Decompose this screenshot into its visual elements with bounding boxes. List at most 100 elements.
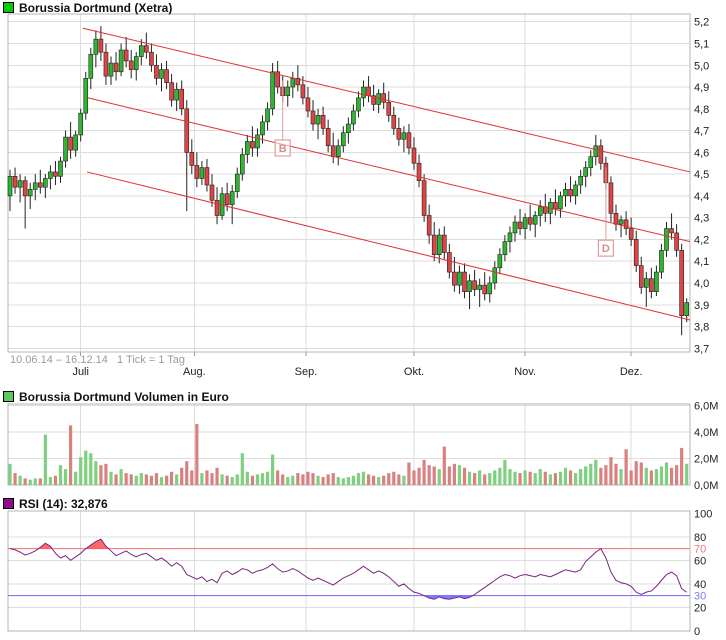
event-marker-box bbox=[597, 239, 615, 257]
event-marker-b[interactable]: B bbox=[274, 80, 291, 157]
volume-bar-up bbox=[351, 475, 355, 485]
candle-down bbox=[224, 193, 230, 205]
volume-bar-down bbox=[215, 467, 219, 485]
volume-bar-up bbox=[84, 450, 88, 485]
volume-bar-down bbox=[205, 470, 209, 485]
month-label: Sep. bbox=[295, 366, 318, 378]
candle-down bbox=[366, 86, 371, 97]
event-marker-label: B bbox=[279, 143, 287, 155]
candle-down bbox=[447, 252, 452, 273]
candle-up bbox=[139, 45, 144, 57]
volume-bar-down bbox=[321, 477, 325, 485]
volume-bar-down bbox=[614, 463, 618, 485]
candle-down bbox=[416, 162, 422, 181]
candle-up bbox=[265, 108, 270, 123]
volume-bar-down bbox=[442, 446, 446, 485]
volume-bar-down bbox=[225, 475, 229, 485]
candle-up bbox=[340, 132, 346, 147]
candle-up bbox=[159, 69, 164, 79]
candle-down bbox=[320, 115, 326, 129]
candle-up bbox=[229, 191, 235, 205]
volume-bar-up bbox=[291, 475, 295, 485]
volume-bar-down bbox=[23, 478, 27, 485]
volume-bar-down bbox=[604, 465, 608, 485]
candle-up bbox=[43, 178, 48, 188]
volume-bar-up bbox=[245, 471, 249, 485]
volume-bar-up bbox=[265, 471, 270, 485]
volume-bar-up bbox=[109, 471, 113, 485]
volume-bar-down bbox=[528, 471, 532, 485]
candle-up bbox=[315, 115, 321, 125]
candle-up bbox=[361, 86, 366, 99]
volume-tick-label: 6,0M bbox=[694, 401, 718, 413]
candle-down bbox=[128, 60, 134, 70]
candle-down bbox=[371, 95, 376, 105]
candle-down bbox=[608, 182, 614, 214]
candle-down bbox=[633, 239, 639, 266]
candle-up bbox=[537, 206, 543, 216]
candle-down bbox=[144, 45, 149, 53]
volume-bar-up bbox=[8, 463, 12, 485]
volume-bar-down bbox=[195, 424, 199, 485]
rsi-legend-swatch-icon bbox=[3, 498, 14, 509]
candle-up bbox=[78, 112, 83, 136]
candle-up bbox=[356, 97, 361, 112]
volume-bar-up bbox=[159, 477, 164, 485]
event-marker-d[interactable]: D bbox=[597, 167, 615, 257]
price-tick-label: 4,4 bbox=[694, 191, 709, 203]
volume-bar-down bbox=[104, 463, 108, 485]
volume-bar-up bbox=[119, 469, 123, 485]
candle-down bbox=[406, 132, 412, 149]
event-marker-box bbox=[274, 139, 291, 157]
volume-bar-down bbox=[634, 461, 638, 485]
candle-up bbox=[684, 302, 690, 316]
candle-down bbox=[598, 145, 604, 164]
volume-bar-down bbox=[326, 474, 330, 485]
volume-bar-up bbox=[286, 477, 290, 485]
candle-down bbox=[482, 284, 488, 295]
candle-down bbox=[553, 202, 558, 210]
volume-bar-down bbox=[387, 473, 391, 485]
volume-bar-down bbox=[447, 466, 451, 485]
volume-tick-label: 2,0M bbox=[694, 454, 718, 466]
volume-bar-down bbox=[144, 474, 148, 485]
volume-bar-down bbox=[185, 461, 189, 485]
candle-down bbox=[638, 265, 644, 288]
candle-up bbox=[522, 217, 528, 229]
volume-bar-up bbox=[659, 466, 664, 485]
month-label: Okt. bbox=[404, 366, 424, 378]
candle-down bbox=[431, 234, 437, 255]
candle-up bbox=[401, 132, 407, 140]
volume-bar-up bbox=[74, 471, 78, 485]
volume-bar-up bbox=[316, 475, 320, 485]
volume-bar-down bbox=[649, 470, 653, 485]
volume-bar-down bbox=[452, 463, 456, 485]
volume-bar-down bbox=[210, 473, 214, 485]
volume-bar-up bbox=[523, 470, 527, 485]
volume-bar-up bbox=[341, 478, 345, 485]
price-tick-label: 5,1 bbox=[694, 38, 709, 50]
candle-up bbox=[199, 167, 205, 179]
candle-down bbox=[426, 215, 432, 236]
rsi-tick-label: 40 bbox=[694, 579, 706, 591]
candle-up bbox=[32, 182, 38, 190]
price-tick-label: 4,2 bbox=[694, 234, 709, 246]
volume-bar-up bbox=[644, 467, 648, 485]
candle-down bbox=[381, 93, 387, 103]
price-tick-label: 4,8 bbox=[694, 104, 709, 116]
volume-bar-down bbox=[124, 473, 128, 485]
price-tick-label: 3,8 bbox=[694, 322, 709, 334]
volume-panel[interactable]: 6,0M 4,0M 2,0M 0,0M bbox=[7, 401, 718, 493]
candle-up bbox=[7, 175, 13, 197]
candle-down bbox=[209, 184, 215, 201]
price-tick-label: 4,1 bbox=[694, 256, 709, 268]
volume-bar-up bbox=[134, 475, 138, 485]
price-panel[interactable]: B D 5,2 5,1 5,0 4,9 4,8 4,7 4,6 4,5 4,4 4,3 4,2 4,1 4,… bbox=[7, 13, 709, 378]
candle-up bbox=[492, 267, 498, 284]
volume-bar-down bbox=[99, 465, 103, 485]
candle-up bbox=[512, 221, 518, 234]
candle-down bbox=[391, 115, 397, 129]
candle-up bbox=[643, 278, 649, 288]
